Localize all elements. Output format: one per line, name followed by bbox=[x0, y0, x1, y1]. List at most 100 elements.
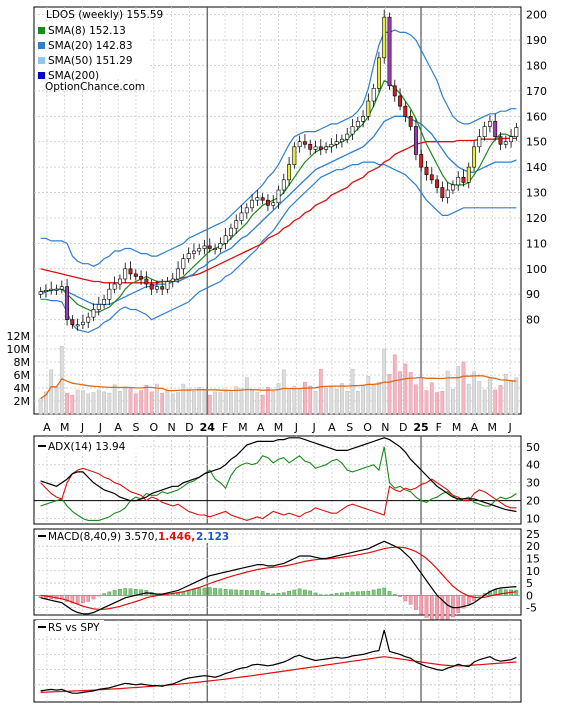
volume-bar bbox=[229, 391, 233, 415]
month-label: M bbox=[274, 421, 284, 434]
volume-bar bbox=[202, 390, 207, 415]
volume-bar bbox=[223, 391, 228, 415]
volume-bar bbox=[371, 385, 376, 415]
price-tick-label: 180 bbox=[526, 59, 547, 72]
candle-body bbox=[403, 105, 408, 117]
candle-body bbox=[112, 283, 117, 290]
volume-bar bbox=[234, 386, 239, 415]
volume-bar bbox=[419, 378, 424, 415]
adx-label-bg bbox=[36, 440, 140, 453]
macd-histogram-bar bbox=[451, 595, 455, 618]
macd-histogram-bar bbox=[435, 595, 439, 623]
candle-body bbox=[260, 197, 265, 201]
price-tick-label: 160 bbox=[526, 110, 547, 123]
candle-body bbox=[329, 143, 334, 148]
candle-body bbox=[466, 166, 471, 183]
adx-tick-label: 50 bbox=[526, 441, 540, 454]
macd-histogram-bar bbox=[477, 595, 482, 597]
candle-body bbox=[435, 179, 440, 188]
volume-bar bbox=[403, 363, 408, 415]
candle-body bbox=[371, 88, 376, 102]
macd-histogram-bar bbox=[271, 593, 276, 596]
volume-bar bbox=[123, 386, 128, 415]
candle-body bbox=[239, 212, 244, 221]
month-label: J bbox=[294, 421, 298, 434]
volume-bar bbox=[424, 390, 429, 415]
volume-bar bbox=[54, 387, 59, 415]
candle-body bbox=[117, 278, 122, 285]
candle-body bbox=[70, 319, 75, 326]
volume-bar bbox=[440, 391, 445, 415]
volume-bar bbox=[435, 392, 439, 415]
candle-body bbox=[366, 100, 371, 117]
candle-body bbox=[334, 141, 339, 145]
macd-histogram-bar bbox=[456, 595, 461, 613]
volume-bar bbox=[244, 377, 249, 415]
volume-bar bbox=[102, 391, 106, 415]
volume-bar bbox=[297, 389, 302, 415]
macd-histogram-bar bbox=[472, 595, 476, 601]
macd-histogram-bar bbox=[266, 593, 270, 596]
candle-body bbox=[202, 245, 207, 249]
volume-tick-label: 12M bbox=[7, 330, 31, 343]
macd-histogram-bar bbox=[361, 591, 365, 596]
macd-histogram-bar bbox=[308, 590, 313, 596]
macd-signal-line bbox=[40, 546, 517, 610]
candle-body bbox=[165, 281, 170, 290]
watermark: OptionChance.com bbox=[45, 81, 145, 93]
volume-bar bbox=[350, 368, 355, 415]
macd-histogram-bar bbox=[102, 593, 106, 596]
candle-body bbox=[265, 199, 270, 206]
macd-histogram-bar bbox=[250, 590, 254, 596]
bollinger-upper-line bbox=[40, 29, 517, 267]
candle-body bbox=[234, 220, 239, 229]
macd-histogram-bar bbox=[192, 589, 196, 596]
candle-body bbox=[498, 136, 503, 145]
bollinger-lower-line bbox=[40, 161, 517, 334]
macd-histogram-bar bbox=[223, 589, 228, 596]
volume-bar bbox=[192, 391, 196, 415]
candle-body bbox=[149, 283, 154, 290]
candle-body bbox=[176, 268, 181, 280]
macd-histogram-bar bbox=[133, 589, 138, 596]
candle-body bbox=[398, 95, 403, 107]
macd-histogram-bar bbox=[297, 588, 302, 596]
volume-bar bbox=[414, 384, 418, 415]
candle-body bbox=[429, 174, 434, 181]
candle-body bbox=[487, 121, 492, 127]
volume-bar bbox=[466, 383, 471, 415]
candle-body bbox=[80, 321, 85, 326]
month-label: F bbox=[222, 421, 228, 434]
volume-bar bbox=[408, 372, 413, 415]
macd-histogram-bar bbox=[112, 590, 117, 596]
volume-tick-label: 10M bbox=[7, 343, 31, 356]
macd-label-bg bbox=[36, 530, 226, 543]
candle-body bbox=[461, 177, 466, 183]
adx-tick-label: 20 bbox=[526, 495, 540, 508]
macd-histogram-bar bbox=[202, 587, 207, 596]
candle-body bbox=[59, 286, 64, 290]
candle-body bbox=[419, 154, 424, 168]
volume-bar bbox=[44, 391, 48, 415]
month-label: M bbox=[60, 421, 70, 434]
month-label: A bbox=[257, 421, 265, 434]
macd-histogram-bar bbox=[466, 595, 471, 605]
macd-histogram-bar bbox=[107, 591, 112, 596]
month-label: S bbox=[132, 421, 139, 434]
macd-histogram-bar bbox=[424, 595, 429, 618]
legend-entry: SMA(50) 151.29 bbox=[48, 55, 133, 67]
month-label: N bbox=[167, 421, 175, 434]
month-label: D bbox=[185, 421, 193, 434]
candle-body bbox=[477, 136, 482, 148]
volume-bar bbox=[514, 377, 519, 415]
candle-body bbox=[244, 207, 249, 214]
rs-average-line bbox=[40, 656, 517, 693]
candle-body bbox=[271, 202, 276, 206]
candle-body bbox=[472, 146, 477, 168]
macd-tick-label: 20 bbox=[526, 540, 540, 553]
macd-histogram-bar bbox=[366, 590, 371, 596]
month-label: J bbox=[98, 421, 102, 434]
macd-line bbox=[40, 540, 517, 615]
